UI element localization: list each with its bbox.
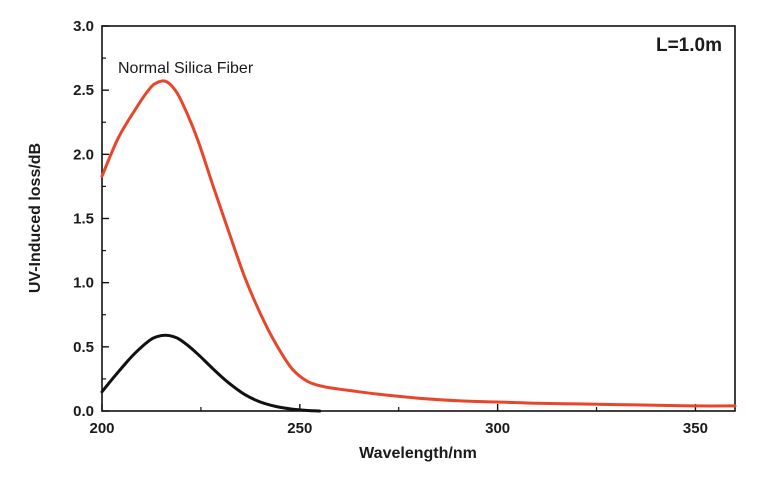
- series-group: [100, 79, 737, 413]
- series-line-2: [100, 333, 322, 413]
- annotation-fiber-label: Normal Silica Fiber: [118, 60, 254, 77]
- y-axis: 0.0 0.5 1.0 1.5 2.0 2.5 3.0: [73, 18, 109, 420]
- y-tick-label: 3.0: [73, 18, 94, 35]
- y-tick-label: 0.0: [73, 403, 94, 420]
- x-tick-label: 250: [287, 420, 312, 437]
- x-tick-label: 350: [683, 420, 708, 437]
- y-axis-title: UV-Induced loss/dB: [27, 143, 44, 293]
- x-tick-label: 200: [89, 420, 114, 437]
- series-line-1: [100, 79, 737, 408]
- y-tick-label: 2.5: [73, 82, 94, 99]
- y-tick-label: 1.5: [73, 211, 94, 228]
- x-tick-label: 300: [485, 420, 510, 437]
- annotation-length-label: L=1.0m: [656, 35, 722, 56]
- y-tick-label: 1.0: [73, 275, 94, 292]
- y-tick-label: 2.0: [73, 146, 94, 163]
- y-tick-label: 0.5: [73, 339, 94, 356]
- x-axis: 200 250 300 350: [89, 404, 708, 437]
- x-axis-title: Wavelength/nm: [359, 445, 477, 462]
